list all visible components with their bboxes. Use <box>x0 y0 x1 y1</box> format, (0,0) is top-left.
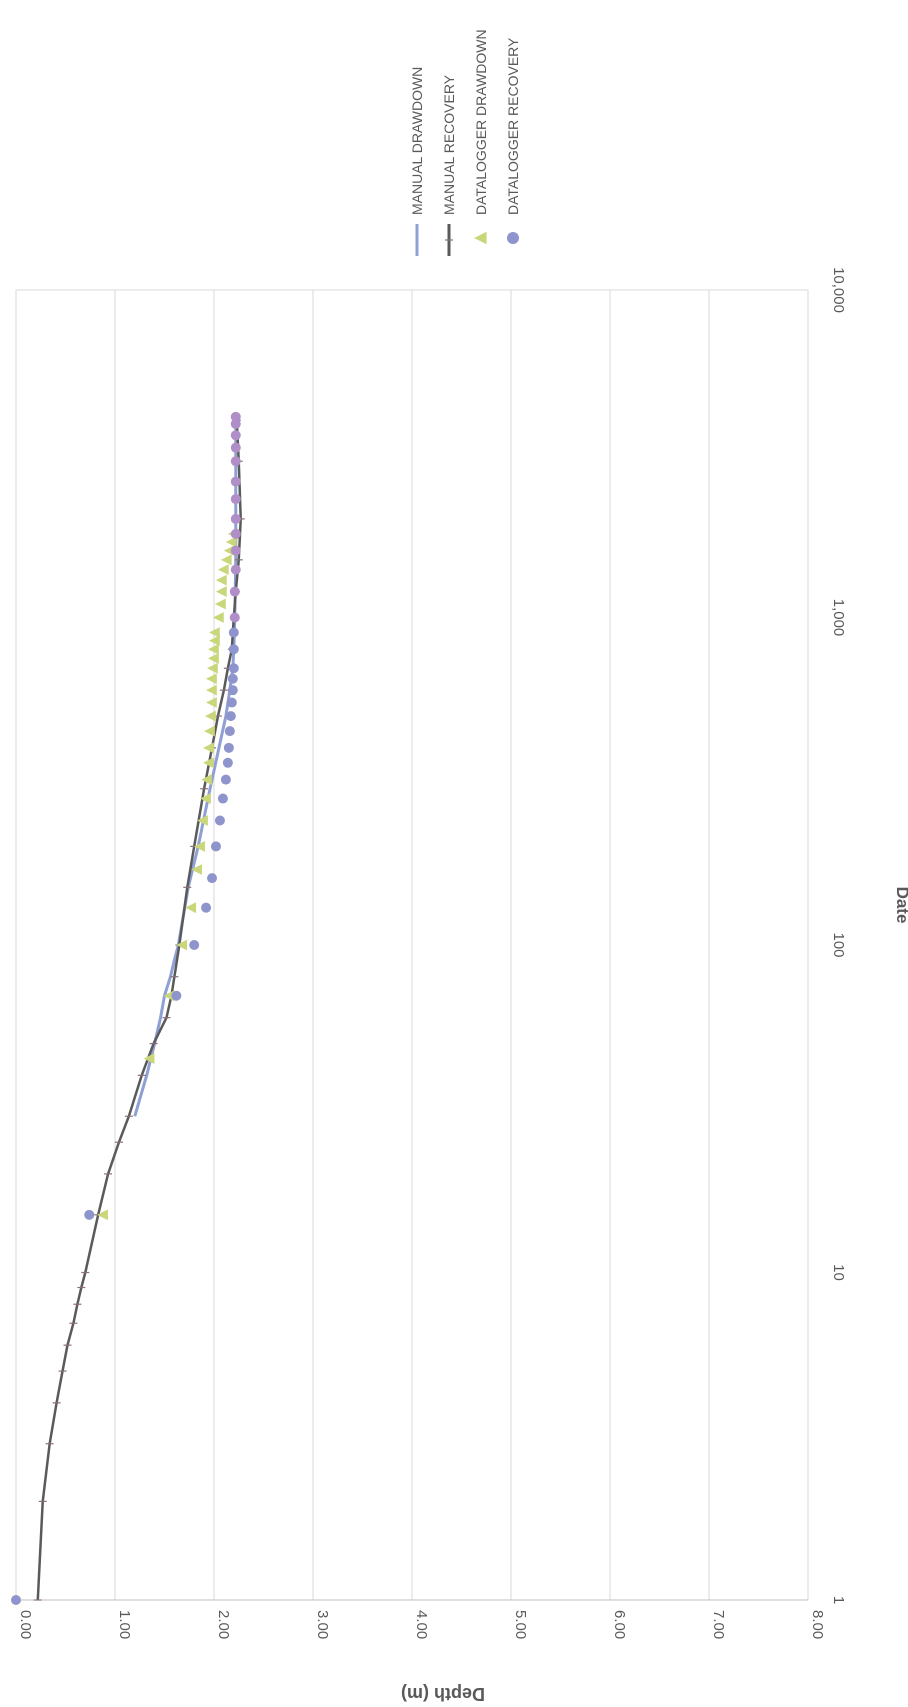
data-point <box>11 1595 21 1605</box>
data-point <box>206 673 217 685</box>
data-point <box>203 742 214 754</box>
depth-tick-label: 1.00 <box>116 1610 133 1639</box>
data-point <box>230 513 241 524</box>
legend-label: MANUAL RECOVERY <box>441 74 457 215</box>
data-point <box>208 643 219 655</box>
legend-label: DATALOGGER DRAWDOWN <box>473 29 489 215</box>
data-point <box>230 545 241 556</box>
data-point <box>171 990 182 1001</box>
depth-tick-label: 7.00 <box>710 1610 727 1639</box>
data-point <box>217 793 228 804</box>
data-point <box>222 757 233 768</box>
data-point <box>203 757 214 769</box>
y-axis-title: Depth (m) <box>401 1684 485 1704</box>
data-point <box>230 411 241 422</box>
data-point <box>225 711 236 722</box>
gridlines <box>15 289 809 1601</box>
tick-labels: 0.00 1.00 2.00 3.00 4.00 5.00 6.00 7.00 8.00 1 10 1… <box>17 267 847 1639</box>
data-point <box>230 442 241 453</box>
series-manual-drawdown <box>133 420 238 1117</box>
data-point <box>197 815 208 826</box>
data-point <box>84 1209 95 1220</box>
data-point <box>227 673 238 684</box>
data-point <box>230 430 241 441</box>
data-point <box>230 456 241 467</box>
data-point <box>230 494 241 505</box>
data-point <box>143 1053 155 1064</box>
data-point <box>206 697 217 708</box>
series-datalogger-drawdown <box>97 528 239 1221</box>
date-tick-label: 10 <box>830 1264 847 1281</box>
data-point <box>207 662 218 674</box>
data-point <box>97 1209 108 1221</box>
data-point <box>201 902 212 913</box>
date-tick-label: 1 <box>830 1596 847 1604</box>
data-point <box>229 612 240 623</box>
depth-tick-label: 6.00 <box>611 1610 628 1639</box>
data-point <box>227 685 238 696</box>
data-point <box>212 612 224 623</box>
data-point <box>224 726 235 737</box>
data-point <box>215 574 227 586</box>
data-point <box>223 742 234 753</box>
data-point <box>208 627 220 638</box>
data-point <box>201 774 212 785</box>
data-point <box>228 644 239 655</box>
date-tick-label: 1,000 <box>830 599 847 637</box>
data-point <box>220 774 231 785</box>
series-datalogger-recovery <box>11 411 241 1605</box>
data-point <box>220 554 232 566</box>
series-line <box>133 420 238 1117</box>
data-point <box>215 586 227 597</box>
data-point <box>191 864 202 875</box>
data-point <box>228 663 239 674</box>
data-point <box>217 564 229 576</box>
series-layer <box>11 411 245 1605</box>
data-point <box>214 598 226 610</box>
data-point <box>200 793 211 804</box>
depth-tick-label: 0.00 <box>17 1610 34 1639</box>
data-point <box>206 684 217 696</box>
legend-item: MANUAL DRAWDOWN <box>409 67 425 256</box>
data-point <box>230 528 241 539</box>
data-point <box>176 939 188 951</box>
depth-tick-label: 5.00 <box>512 1610 529 1639</box>
series-line <box>36 420 242 1601</box>
data-point <box>230 564 241 575</box>
data-point <box>163 990 175 1002</box>
x-axis-title: Date <box>893 887 908 924</box>
data-point <box>230 476 241 487</box>
legend-label: DATALOGGER RECOVERY <box>505 37 521 215</box>
legend-item: MANUAL RECOVERY <box>441 74 457 256</box>
data-point <box>205 710 216 722</box>
legend-label: MANUAL DRAWDOWN <box>409 67 425 215</box>
data-point <box>208 635 220 647</box>
legend-item: DATALOGGER DRAWDOWN <box>473 29 489 245</box>
data-point <box>207 873 218 884</box>
depth-tick-label: 2.00 <box>215 1610 232 1639</box>
depth-tick-label: 3.00 <box>314 1610 331 1639</box>
legend: MANUAL DRAWDOWN MANUAL RECOVERY DATALOGGER… <box>409 29 521 256</box>
data-point <box>225 536 237 548</box>
legend-swatch <box>507 232 519 244</box>
data-point <box>189 940 200 950</box>
series-manual-recovery <box>33 419 245 1601</box>
data-point <box>229 586 240 597</box>
data-point <box>194 841 205 852</box>
date-tick-label: 100 <box>830 932 847 957</box>
data-point <box>228 627 239 638</box>
legend-item: DATALOGGER RECOVERY <box>505 37 521 244</box>
data-point <box>185 902 197 914</box>
legend-swatch <box>474 231 487 245</box>
data-point <box>230 418 241 429</box>
depth-tick-label: 4.00 <box>413 1610 430 1639</box>
data-point <box>208 653 219 664</box>
data-point <box>226 697 237 708</box>
data-point <box>214 815 225 826</box>
date-tick-label: 10,000 <box>830 267 847 313</box>
depth-tick-label: 8.00 <box>809 1610 826 1639</box>
data-point <box>210 841 221 852</box>
data-point <box>204 725 215 737</box>
